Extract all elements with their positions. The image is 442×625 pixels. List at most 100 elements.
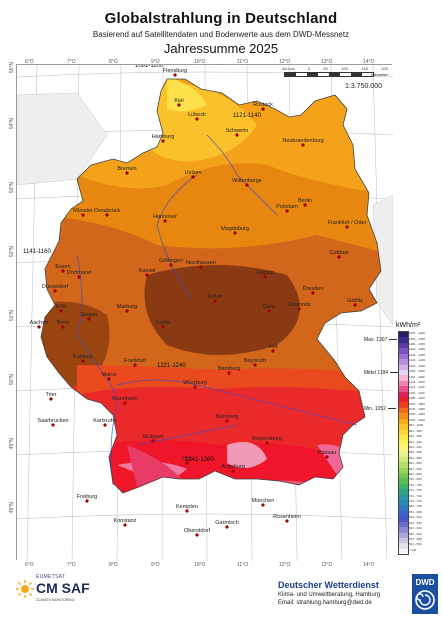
legend-swatch xyxy=(399,467,408,473)
city-name: Kassel xyxy=(139,268,156,274)
legend-class-label: 721 - 740 xyxy=(409,493,422,498)
city-name: Bamberg xyxy=(218,366,240,372)
legend-class-label: 641 - 660 xyxy=(409,515,422,520)
legend-class-label: 781 - 800 xyxy=(409,477,422,482)
legend-swatch xyxy=(399,332,408,338)
city-dot xyxy=(303,203,307,207)
city-dot xyxy=(59,309,63,313)
city-dot xyxy=(263,275,267,279)
city-dot xyxy=(195,117,199,121)
city-name: Siegen xyxy=(80,312,97,318)
legend-class-label: 901 - 920 xyxy=(409,444,422,449)
longitude-label: 9°O xyxy=(151,59,160,65)
scale-bar: Ab-cos 0 50 100 150 200 Kilometer xyxy=(282,66,388,86)
city-marker: Nordhausen xyxy=(186,260,216,269)
city-name: Hannover xyxy=(153,214,177,220)
legend-min: Min. 1052 xyxy=(364,406,396,412)
city-marker: Hannover xyxy=(153,214,177,223)
city-dot xyxy=(261,107,265,111)
city-dot xyxy=(199,265,203,269)
city-marker: Magdeburg xyxy=(221,226,249,235)
city-marker: Mannheim xyxy=(112,396,138,405)
legend-color-bar xyxy=(398,331,409,555)
longitude-label: 6°O xyxy=(25,562,34,568)
longitude-label: 13°O xyxy=(321,59,333,65)
city-dot xyxy=(37,325,41,329)
city-name: Bonn xyxy=(57,320,70,326)
city-dot xyxy=(61,325,65,329)
city-dot xyxy=(185,461,189,465)
legend-swatch xyxy=(399,483,408,490)
legend-class-label: 921 - 940 xyxy=(409,439,422,444)
legend-swatch xyxy=(399,429,408,436)
city-marker: Ulm xyxy=(182,456,192,465)
city-name: Passau xyxy=(318,450,336,456)
city-dot xyxy=(253,363,257,367)
city-name: Neubrandenburg xyxy=(282,138,323,144)
city-dot xyxy=(297,307,301,311)
city-dot xyxy=(233,231,237,235)
city-name: Erfurt xyxy=(208,294,222,300)
city-name: Rostock xyxy=(253,102,273,108)
legend-swatch xyxy=(399,380,408,387)
city-marker: Würzburg xyxy=(183,380,207,389)
legend-unit: kWh/m² xyxy=(396,322,421,329)
city-name: Magdeburg xyxy=(221,226,249,232)
city-marker: Stuttgart xyxy=(143,434,164,443)
city-dot xyxy=(227,371,231,375)
city-marker: Aachen xyxy=(30,320,48,329)
dwd-logo-text: DWD xyxy=(415,578,434,587)
city-dot xyxy=(81,359,85,363)
longitude-label: 10°O xyxy=(194,562,206,568)
city-marker: Münster xyxy=(73,208,93,217)
scale-label: 50 xyxy=(323,66,328,71)
latitude-label: 50°N xyxy=(9,374,15,386)
city-marker: Uelzen xyxy=(184,170,202,179)
legend-class-label: 541 - 560 xyxy=(409,542,422,547)
city-name: Chemnitz xyxy=(287,302,310,308)
cmsaf-name: CM SAF xyxy=(36,580,90,596)
city-name: Frankfurt / Oder xyxy=(328,220,367,226)
city-marker: Schwerin xyxy=(226,128,248,137)
city-marker: Görlitz xyxy=(347,298,363,307)
legend-mean: Mittel 1184 xyxy=(364,370,398,376)
latitude-label: 54°N xyxy=(9,118,15,130)
dwd-email: Email: strahlung.hamburg@dwd.de xyxy=(278,600,372,606)
city-dot xyxy=(271,349,275,353)
city-name: Konstanz xyxy=(114,518,137,524)
city-marker: Bonn xyxy=(57,320,70,329)
scale-label: 150 xyxy=(361,66,368,71)
city-dot xyxy=(353,303,357,307)
city-dot xyxy=(105,213,109,217)
city-name: Mannheim xyxy=(112,396,138,402)
legend-class-label: 1041 - 1060 xyxy=(409,407,426,411)
city-marker: Dortmund xyxy=(67,270,91,279)
city-marker: Hof xyxy=(269,344,278,353)
legend-class-label: 881 - 900 xyxy=(409,450,422,455)
city-name: Uelzen xyxy=(184,170,201,176)
longitude-label: 12°O xyxy=(279,562,291,568)
city-marker: Potsdam xyxy=(276,204,298,213)
legend-swatch xyxy=(399,364,408,370)
legend-max: Max. 1307 xyxy=(364,337,397,343)
legend-class-label: 741 - 760 xyxy=(409,488,422,493)
city-marker: Osnabrück xyxy=(94,208,121,217)
legend-class-label: 821 - 840 xyxy=(409,466,422,471)
city-name: Münster xyxy=(73,208,93,214)
city-marker: München xyxy=(252,498,274,507)
city-dot xyxy=(125,309,129,313)
city-marker: Saarbrücken xyxy=(37,418,69,427)
city-dot xyxy=(125,171,129,175)
city-dot xyxy=(51,423,55,427)
city-marker: Koblenz xyxy=(73,354,93,363)
legend-swatch xyxy=(399,462,408,468)
city-dot xyxy=(191,175,195,179)
city-dot xyxy=(265,441,269,445)
city-name: Mainz xyxy=(102,372,117,378)
latitude-label: 53°N xyxy=(9,182,15,194)
legend-class-label: 1221 - 1240 xyxy=(409,358,426,363)
longitude-label: 8°O xyxy=(109,562,118,568)
city-marker: Regensburg xyxy=(252,436,282,445)
legend-swatch xyxy=(399,424,408,430)
legend-class-label: < 541 xyxy=(409,547,417,552)
